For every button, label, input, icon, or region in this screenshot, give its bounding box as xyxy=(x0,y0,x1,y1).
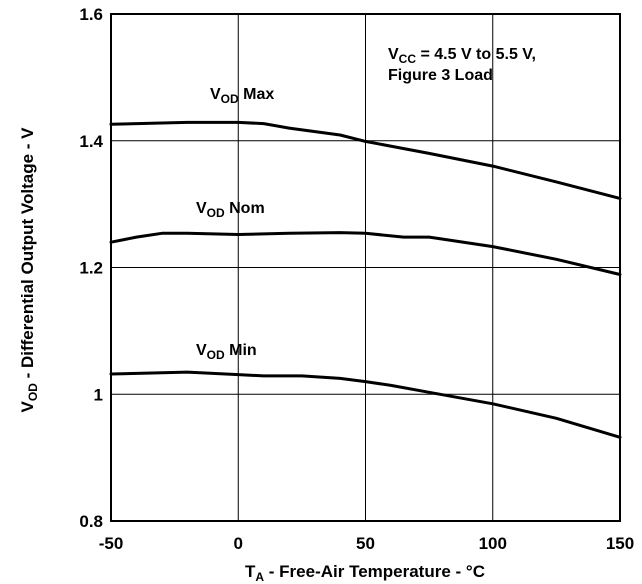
grid-lines xyxy=(111,14,620,521)
x-tick-labels: -50 0 50 100 150 xyxy=(99,534,634,553)
y-tick-label: 1.4 xyxy=(79,132,103,151)
series-label-nom: VOD Nom xyxy=(196,200,265,220)
condition-annotation: VCC = 4.5 V to 5.5 V, Figure 3 Load xyxy=(388,46,536,84)
vod-min-line xyxy=(109,370,622,439)
x-tick-label: 0 xyxy=(234,534,243,553)
vod-max-line xyxy=(109,120,622,200)
annotation-line-1: VCC = 4.5 V to 5.5 V, xyxy=(388,46,536,66)
y-tick-labels: 0.8 1 1.2 1.4 1.6 xyxy=(79,5,103,531)
x-tick-label: 100 xyxy=(479,534,507,553)
series-label-min: VOD Min xyxy=(196,342,257,362)
x-tick-label: 150 xyxy=(606,534,634,553)
x-tick-label: -50 xyxy=(99,534,124,553)
series-lines xyxy=(109,120,622,439)
y-tick-label: 1.2 xyxy=(79,259,103,278)
plot-frame xyxy=(110,13,621,522)
series-label-max: VOD Max xyxy=(210,86,274,106)
vod-nom-line xyxy=(109,231,622,276)
y-tick-label: 0.8 xyxy=(79,512,103,531)
annotation-line-2: Figure 3 Load xyxy=(388,67,493,84)
y-axis-label: VOD - Differential Output Voltage - V xyxy=(18,127,40,413)
y-tick-label: 1 xyxy=(94,385,103,404)
x-tick-label: 50 xyxy=(356,534,375,553)
y-tick-label: 1.6 xyxy=(79,5,103,24)
x-axis-label: TA - Free-Air Temperature - °C xyxy=(245,562,485,584)
